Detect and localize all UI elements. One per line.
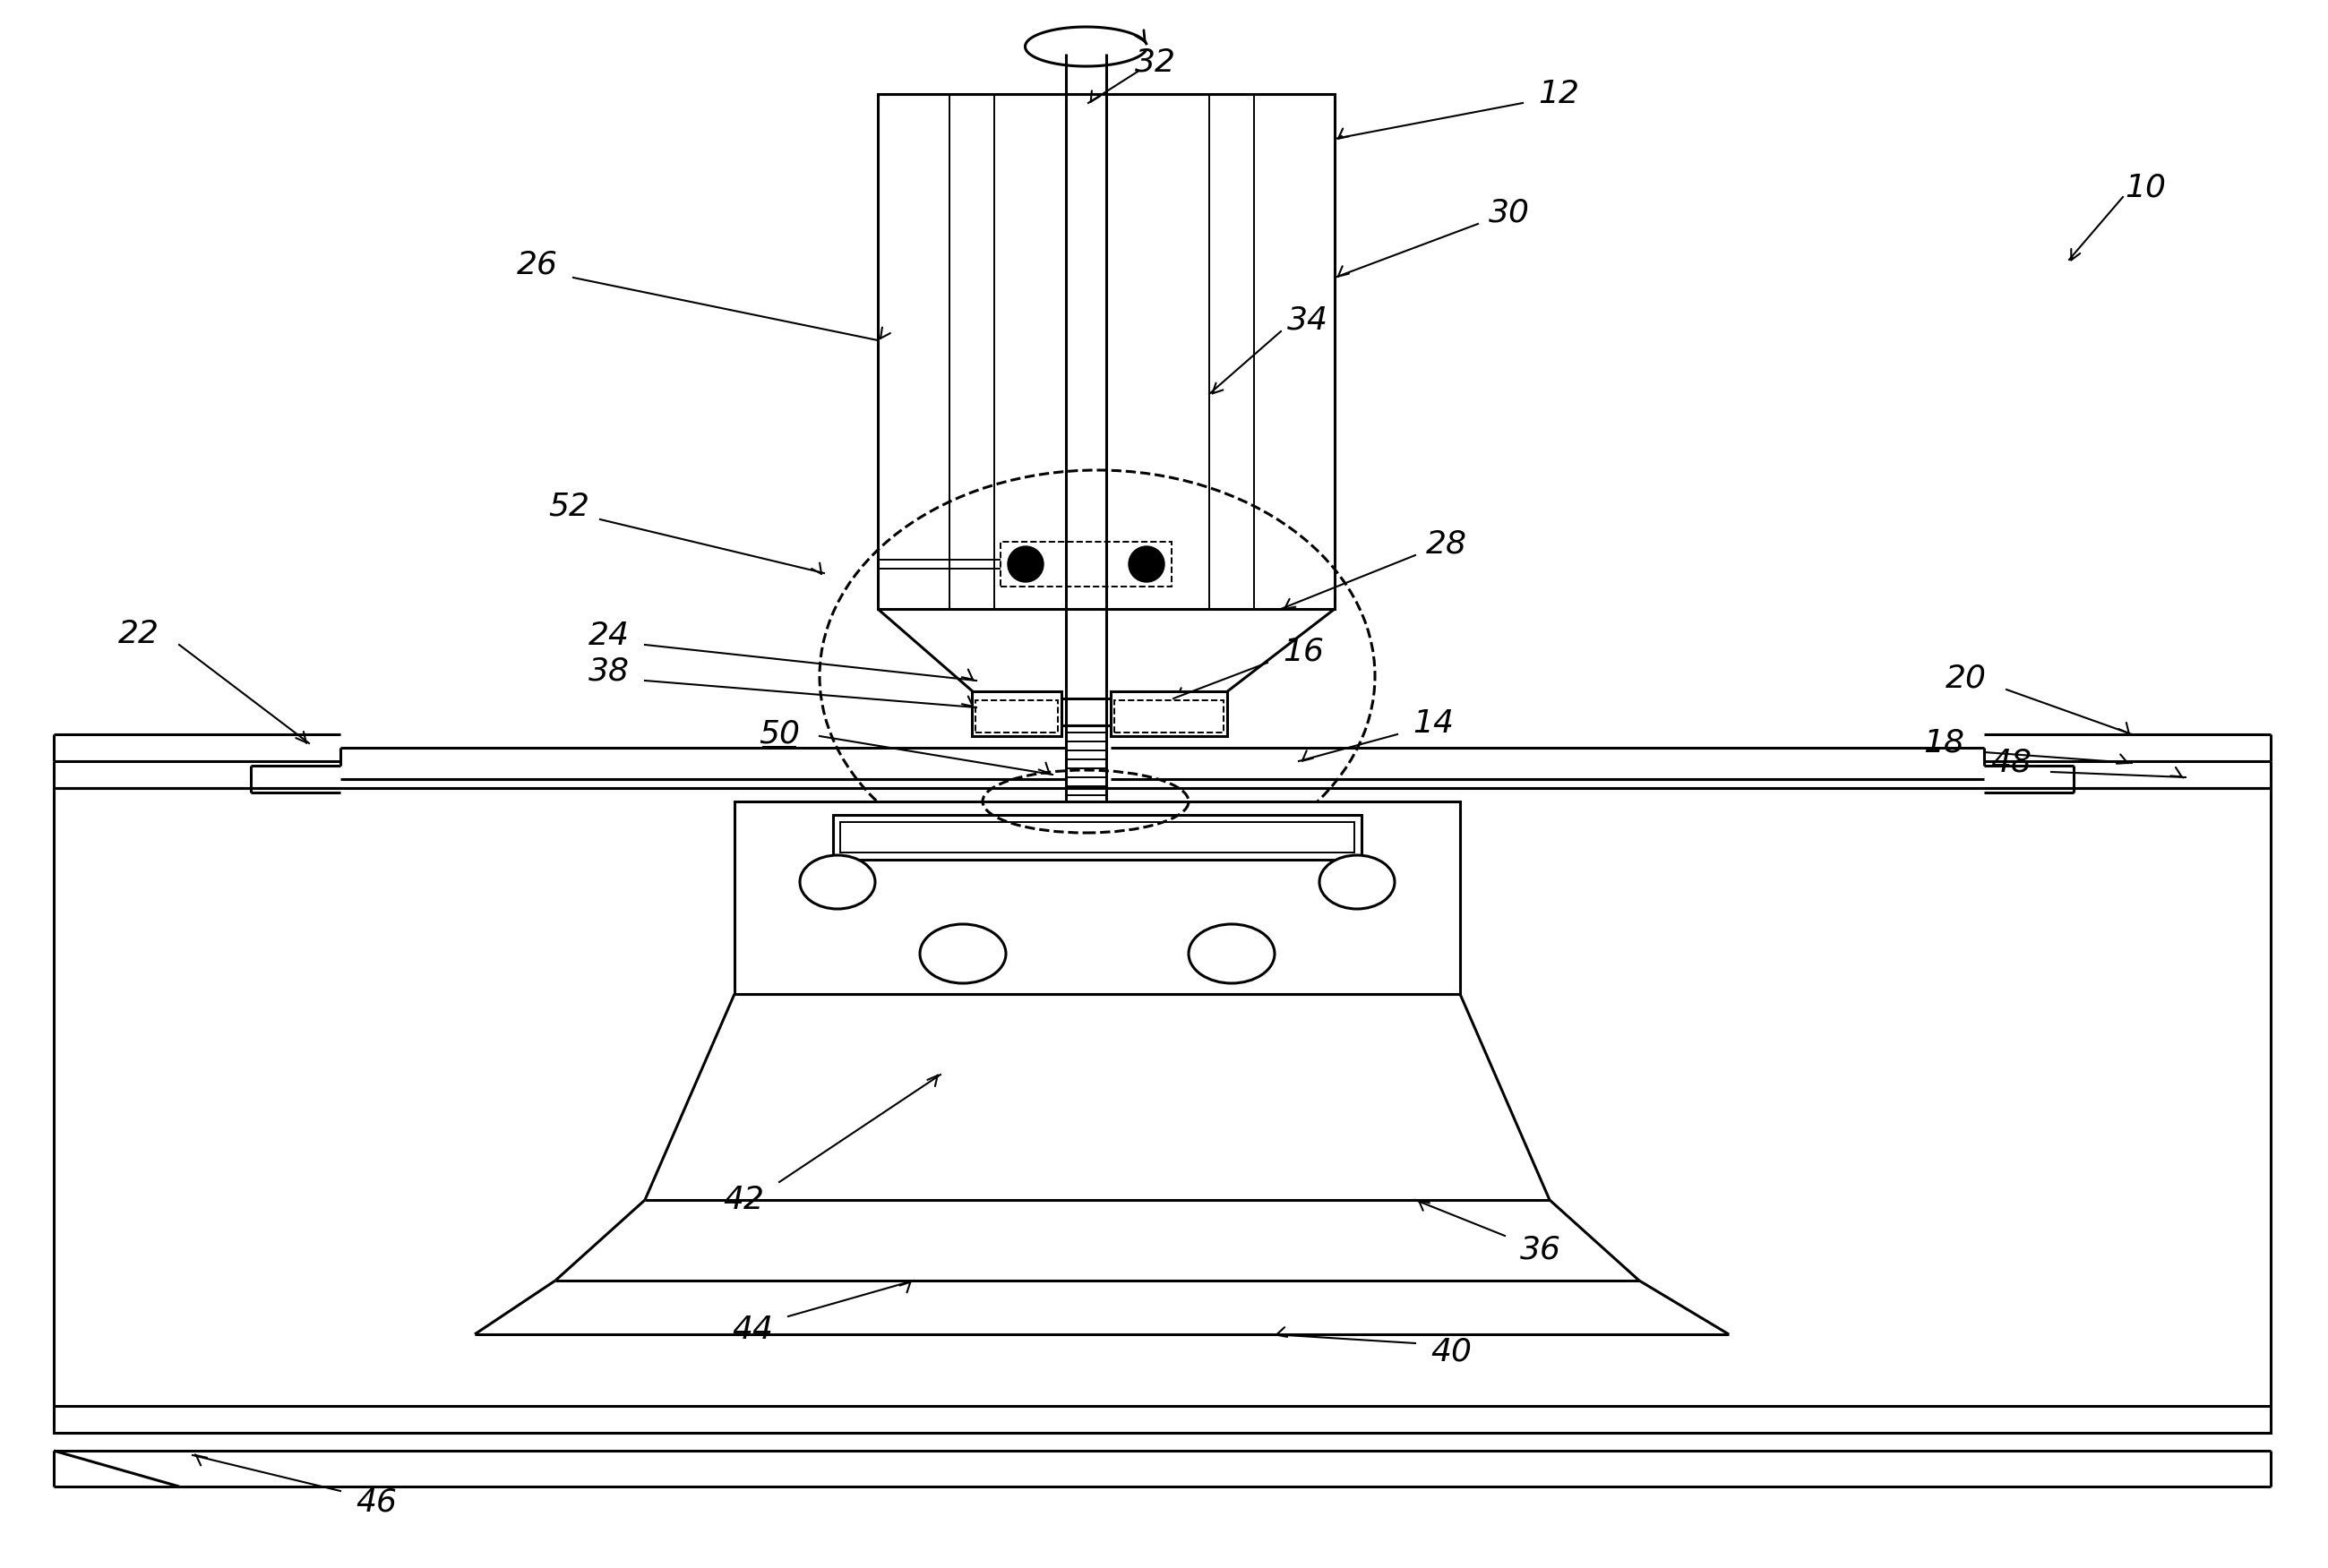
Ellipse shape — [801, 855, 875, 909]
Bar — [1110, 691, 1227, 735]
Text: 50: 50 — [759, 720, 801, 750]
Text: 40: 40 — [1429, 1338, 1471, 1367]
Text: 12: 12 — [1539, 78, 1578, 110]
Bar — [54, 789, 2270, 1433]
Bar — [878, 94, 1334, 608]
Bar — [1001, 543, 1171, 586]
Bar — [736, 801, 1460, 994]
Text: 28: 28 — [1427, 528, 1467, 558]
Bar — [833, 815, 1362, 859]
Text: 36: 36 — [1520, 1234, 1562, 1264]
Text: 42: 42 — [724, 1185, 764, 1215]
Text: 14: 14 — [1413, 709, 1453, 739]
Text: 18: 18 — [1923, 728, 1965, 759]
Ellipse shape — [1320, 855, 1394, 909]
Circle shape — [1129, 546, 1164, 582]
Text: 44: 44 — [731, 1314, 773, 1345]
Text: 30: 30 — [1488, 198, 1529, 229]
Text: 26: 26 — [517, 249, 559, 279]
Bar — [1115, 701, 1225, 732]
Text: 38: 38 — [589, 657, 629, 687]
Text: 22: 22 — [119, 619, 158, 649]
Text: 52: 52 — [547, 491, 589, 521]
Text: 34: 34 — [1287, 306, 1329, 336]
Ellipse shape — [920, 924, 1006, 983]
Text: 32: 32 — [1134, 47, 1176, 78]
Circle shape — [1008, 546, 1043, 582]
Bar — [971, 691, 1062, 735]
Text: 46: 46 — [356, 1488, 396, 1518]
Text: 20: 20 — [1946, 663, 1986, 695]
Text: 10: 10 — [2125, 172, 2165, 204]
Text: 48: 48 — [1990, 748, 2032, 778]
Ellipse shape — [1190, 924, 1276, 983]
Bar — [840, 822, 1355, 853]
Bar — [975, 701, 1057, 732]
Text: 24: 24 — [589, 621, 629, 651]
Text: 16: 16 — [1283, 637, 1325, 666]
